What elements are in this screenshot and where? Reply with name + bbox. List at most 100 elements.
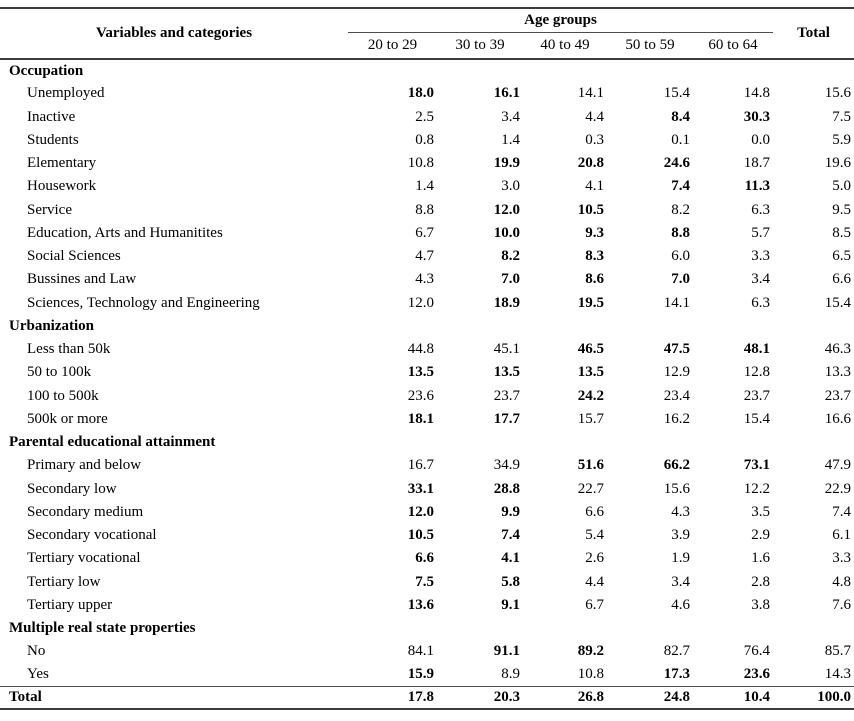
cell-value: 46.5 <box>577 341 604 358</box>
cell-value: 6.7 <box>415 224 434 241</box>
table-row: Sciences, Technology and Engineering 12.0… <box>0 292 854 315</box>
table-row: Secondary low 33.1 28.8 22.7 15.6 12.2 22.9 <box>0 478 854 501</box>
cell-value: 6.7 <box>585 596 604 613</box>
cell-value: 23.7 <box>493 387 520 404</box>
cell-value: 9.5 <box>832 201 851 218</box>
cell-value: 15.7 <box>577 410 604 427</box>
cell-value: 6.6 <box>832 271 851 288</box>
cell-value: 24.6 <box>663 155 690 172</box>
row-label: Tertiary low <box>27 573 101 590</box>
table-row: 500k or more 18.1 17.7 15.7 16.2 15.4 16.6 <box>0 408 854 431</box>
row-label: Yes <box>27 666 49 683</box>
total-cell-value: 20.3 <box>437 686 523 709</box>
cell-value: 18.9 <box>493 294 520 311</box>
row-label: Secondary low <box>27 480 117 497</box>
cell-value: 8.6 <box>585 271 604 288</box>
table-row: Secondary medium 12.0 9.9 6.6 4.3 3.5 7.4 <box>0 501 854 524</box>
cell-value: 23.7 <box>824 387 851 404</box>
cell-value: 19.6 <box>824 155 851 172</box>
total-cell-value: 100.0 <box>773 686 854 709</box>
cell-value: 19.9 <box>493 155 520 172</box>
cell-value: 13.3 <box>824 364 851 381</box>
age-column-header-60-64: 60 to 64 <box>693 32 773 60</box>
row-label: No <box>27 643 46 660</box>
total-cell-value: 10.4 <box>693 686 773 709</box>
cell-value: 16.6 <box>824 410 851 427</box>
section-header-row: Urbanization <box>0 315 854 338</box>
row-label: 500k or more <box>27 410 108 427</box>
cell-value: 7.0 <box>501 271 520 288</box>
row-label: Sciences, Technology and Engineering <box>27 294 260 311</box>
cell-value: 13.5 <box>577 364 604 381</box>
row-label: Tertiary upper <box>27 596 113 613</box>
cell-value: 7.6 <box>832 596 851 613</box>
cell-value: 23.6 <box>407 387 434 404</box>
cell-value: 6.0 <box>671 248 690 265</box>
cell-value: 84.1 <box>407 643 434 660</box>
cell-value: 8.3 <box>585 248 604 265</box>
section-title: Multiple real state properties <box>9 620 196 637</box>
cell-value: 6.3 <box>751 294 770 311</box>
cell-value: 24.2 <box>577 387 604 404</box>
cell-value: 47.9 <box>824 457 851 474</box>
row-label: 100 to 500k <box>27 387 99 404</box>
cell-value: 5.0 <box>832 178 851 195</box>
cell-value: 4.1 <box>585 178 604 195</box>
cell-value: 14.8 <box>743 85 770 102</box>
cell-value: 3.3 <box>832 550 851 567</box>
cell-value: 10.5 <box>577 201 604 218</box>
cell-value: 28.8 <box>493 480 520 497</box>
cell-value: 46.3 <box>824 341 851 358</box>
cell-value: 4.1 <box>501 550 520 567</box>
cell-value: 12.9 <box>663 364 690 381</box>
variables-and-categories-header: Variables and categories <box>0 8 348 60</box>
total-row: Total 17.8 20.3 26.8 24.8 10.4 100.0 <box>0 686 854 709</box>
cell-value: 12.2 <box>743 480 770 497</box>
cell-value: 8.8 <box>415 201 434 218</box>
header-row-age-columns: 20 to 29 30 to 39 40 to 49 50 to 59 60 t… <box>0 32 854 60</box>
cell-value: 7.5 <box>415 573 434 590</box>
header-row-top: Variables and categories Age groups Tota… <box>0 8 854 60</box>
table-row: Tertiary vocational 6.6 4.1 2.6 1.9 1.6 3.3 <box>0 547 854 570</box>
total-column-header: Total <box>773 8 854 60</box>
cell-value: 8.2 <box>671 201 690 218</box>
table-row: Tertiary low 7.5 5.8 4.4 3.4 2.8 4.8 <box>0 571 854 594</box>
section-title: Occupation <box>9 62 84 79</box>
section-title: Urbanization <box>9 317 95 334</box>
cell-value: 3.4 <box>501 108 520 125</box>
cell-value: 51.6 <box>577 457 604 474</box>
cell-value: 15.4 <box>824 294 851 311</box>
cell-value: 4.4 <box>585 573 604 590</box>
cell-value: 2.8 <box>751 573 770 590</box>
cell-value: 15.4 <box>663 85 690 102</box>
cell-value: 5.7 <box>751 224 770 241</box>
cell-value: 8.8 <box>671 224 690 241</box>
section-header-row: Multiple real state properties <box>0 617 854 640</box>
cell-value: 15.6 <box>824 85 851 102</box>
total-row-label: Total <box>0 686 348 709</box>
section-title: Parental educational attainment <box>9 434 216 451</box>
cell-value: 16.1 <box>493 85 520 102</box>
age-column-header-50-59: 50 to 59 <box>607 32 693 60</box>
row-label: Primary and below <box>27 457 142 474</box>
cell-value: 48.1 <box>743 341 770 358</box>
cell-value: 8.9 <box>501 666 520 683</box>
cell-value: 1.6 <box>751 550 770 567</box>
cell-value: 18.7 <box>743 155 770 172</box>
cell-value: 10.0 <box>493 224 520 241</box>
cell-value: 9.1 <box>501 596 520 613</box>
row-label: Unemployed <box>27 85 105 102</box>
row-label: Elementary <box>27 155 97 172</box>
cell-value: 3.0 <box>501 178 520 195</box>
cell-value: 16.7 <box>407 457 434 474</box>
table-row: Yes 15.9 8.9 10.8 17.3 23.6 14.3 <box>0 664 854 687</box>
table-row: Inactive 2.5 3.4 4.4 8.4 30.3 7.5 <box>0 106 854 129</box>
cell-value: 4.7 <box>415 248 434 265</box>
cell-value: 13.5 <box>407 364 434 381</box>
cell-value: 9.3 <box>585 224 604 241</box>
row-label: Students <box>27 131 79 148</box>
cell-value: 30.3 <box>743 108 770 125</box>
table-row: Primary and below 16.7 34.9 51.6 66.2 73.1 47.… <box>0 454 854 477</box>
cell-value: 15.9 <box>407 666 434 683</box>
cell-value: 3.9 <box>671 527 690 544</box>
